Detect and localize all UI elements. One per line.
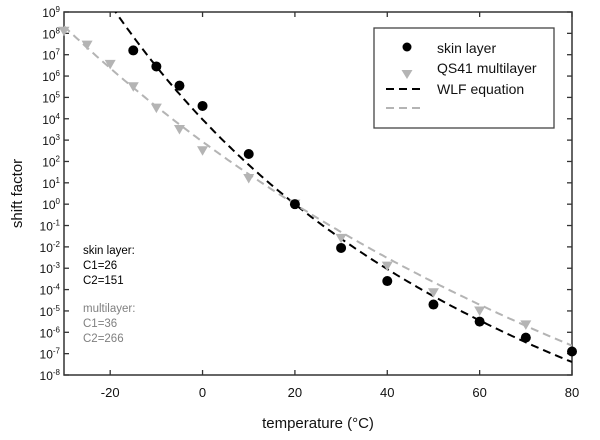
y-tick-label: 10-5 bbox=[40, 304, 61, 319]
y-tick-label: 104 bbox=[42, 112, 60, 127]
x-tick-label: -20 bbox=[101, 385, 120, 400]
y-axis-label: shift factor bbox=[9, 159, 26, 228]
legend-label: skin layer bbox=[437, 40, 496, 56]
multilayer-point bbox=[58, 26, 70, 37]
y-tick-label: 10-2 bbox=[40, 240, 61, 255]
legend-label: WLF equation bbox=[437, 81, 524, 97]
y-tick-label: 103 bbox=[42, 133, 60, 148]
multilayer-point bbox=[197, 146, 209, 156]
skin-point bbox=[520, 332, 531, 343]
legend-label: QS41 multilayer bbox=[437, 60, 537, 76]
y-tick-label: 106 bbox=[42, 69, 60, 84]
x-tick-label: 20 bbox=[288, 385, 302, 400]
x-tick-label: 60 bbox=[472, 385, 486, 400]
multilayer-point bbox=[150, 103, 162, 114]
multilayer-point bbox=[474, 306, 486, 316]
skin-point bbox=[474, 316, 485, 327]
multilayer-point bbox=[104, 59, 116, 70]
legend-circle-marker bbox=[402, 42, 412, 52]
skin-point bbox=[336, 242, 347, 253]
y-tick-label: 10-3 bbox=[40, 261, 61, 276]
x-tick-label: 0 bbox=[199, 385, 206, 400]
multilayer-point bbox=[381, 261, 393, 272]
y-tick-label: 101 bbox=[42, 176, 60, 191]
skin-annotation-line: C2=151 bbox=[83, 275, 124, 287]
y-tick-label: 107 bbox=[42, 48, 60, 63]
skin-point bbox=[289, 199, 300, 210]
skin-point bbox=[128, 45, 139, 56]
multi-annotation-line: multilayer: bbox=[83, 303, 135, 315]
y-tick-label: 100 bbox=[42, 197, 60, 212]
skin-point bbox=[428, 299, 439, 310]
multilayer-point bbox=[520, 320, 532, 330]
skin-point bbox=[567, 346, 577, 357]
y-tick-label: 108 bbox=[42, 26, 60, 41]
skin-point bbox=[174, 80, 185, 91]
skin-point bbox=[197, 100, 208, 111]
skin-annotation-line: C1=26 bbox=[83, 260, 117, 272]
y-tick-label: 10-4 bbox=[40, 283, 61, 298]
multilayer-point bbox=[81, 40, 93, 51]
y-tick-label: 102 bbox=[42, 154, 60, 169]
multilayer-point bbox=[173, 124, 185, 135]
legend-triangle-marker bbox=[401, 70, 413, 79]
y-tick-label: 10-8 bbox=[40, 368, 61, 383]
y-tick-label: 109 bbox=[42, 5, 60, 20]
x-tick-label: 40 bbox=[380, 385, 394, 400]
multilayer-point bbox=[243, 174, 255, 184]
multilayer-point bbox=[127, 82, 139, 92]
wlf-multilayer-line bbox=[64, 25, 572, 347]
x-tick-label: 80 bbox=[565, 385, 579, 400]
y-tick-label: 10-7 bbox=[40, 347, 61, 362]
multilayer-point bbox=[427, 288, 439, 298]
y-tick-label: 10-6 bbox=[40, 325, 61, 340]
multi-annotation-line: C2=266 bbox=[83, 333, 124, 345]
multilayer-point bbox=[335, 233, 347, 244]
skin-annotation-line: skin layer: bbox=[83, 245, 135, 257]
skin-point bbox=[151, 61, 162, 72]
y-tick-label: 105 bbox=[42, 90, 60, 105]
y-tick-label: 10-1 bbox=[40, 219, 61, 234]
skin-point bbox=[382, 276, 393, 287]
legend: skin layer QS41 multilayer WLF equation bbox=[373, 27, 555, 129]
curves bbox=[64, 12, 572, 363]
x-axis-label: temperature (°C) bbox=[262, 415, 374, 432]
multi-annotation-line: C1=36 bbox=[83, 318, 117, 330]
skin-point bbox=[243, 148, 254, 159]
plot-frame bbox=[63, 11, 573, 376]
wlf-skin-line bbox=[114, 12, 572, 363]
